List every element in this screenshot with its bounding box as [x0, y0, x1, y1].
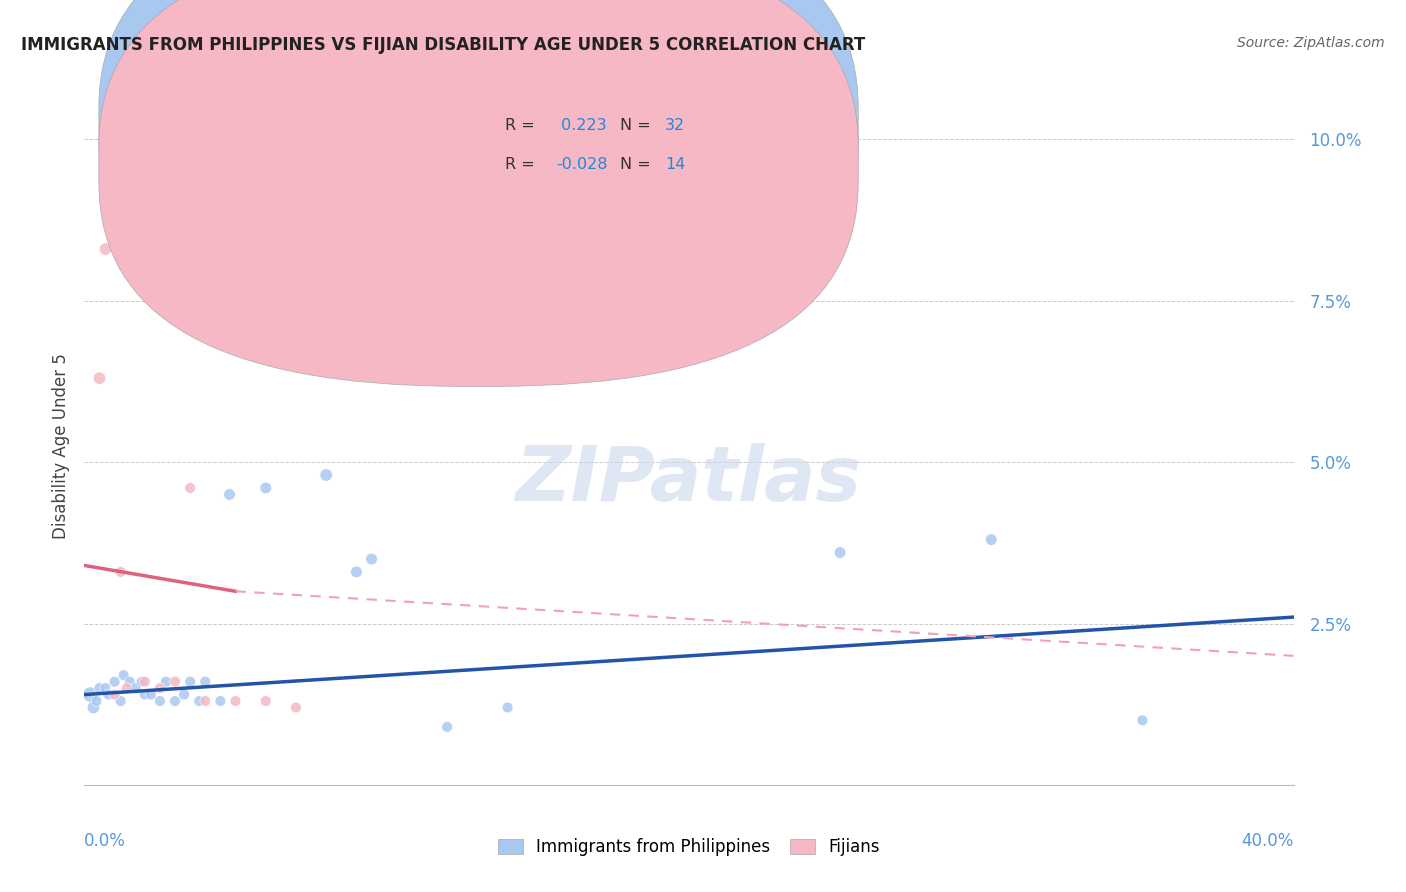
Point	[82, 700, 104, 714]
Text: -0.028: -0.028	[555, 157, 607, 172]
Point	[436, 720, 458, 734]
Point	[194, 674, 217, 689]
Point	[225, 694, 247, 708]
Point	[980, 533, 1002, 547]
FancyBboxPatch shape	[98, 0, 858, 386]
Point	[346, 565, 368, 579]
Point	[79, 688, 101, 702]
Text: 40.0%: 40.0%	[1241, 832, 1294, 850]
Y-axis label: Disability Age Under 5: Disability Age Under 5	[52, 353, 70, 539]
Point	[155, 674, 177, 689]
Point	[165, 674, 187, 689]
Point	[94, 681, 117, 695]
Point	[179, 481, 201, 495]
Text: Source: ZipAtlas.com: Source: ZipAtlas.com	[1237, 36, 1385, 50]
Point	[94, 242, 117, 256]
Text: 14: 14	[665, 157, 685, 172]
Point	[165, 694, 187, 708]
Text: N =: N =	[620, 118, 655, 133]
Text: 32: 32	[665, 118, 685, 133]
Point	[131, 674, 153, 689]
Point	[139, 688, 162, 702]
Point	[149, 681, 172, 695]
Point	[496, 700, 519, 714]
Text: N =: N =	[620, 157, 655, 172]
Text: R =: R =	[505, 157, 540, 172]
Point	[89, 371, 111, 385]
Point	[194, 694, 217, 708]
Point	[188, 694, 211, 708]
Point	[115, 681, 138, 695]
Point	[360, 552, 382, 566]
Point	[218, 487, 240, 501]
Point	[97, 688, 120, 702]
Point	[134, 688, 156, 702]
Point	[254, 694, 277, 708]
Point	[134, 674, 156, 689]
Point	[285, 700, 308, 714]
Point	[104, 688, 127, 702]
Point	[209, 694, 232, 708]
FancyBboxPatch shape	[441, 103, 731, 199]
Point	[1130, 714, 1153, 728]
Text: 0.0%: 0.0%	[84, 832, 127, 850]
Text: ZIPatlas: ZIPatlas	[516, 443, 862, 516]
Point	[112, 668, 135, 682]
Point	[89, 681, 111, 695]
Point	[104, 674, 127, 689]
Point	[97, 197, 120, 211]
Text: IMMIGRANTS FROM PHILIPPINES VS FIJIAN DISABILITY AGE UNDER 5 CORRELATION CHART: IMMIGRANTS FROM PHILIPPINES VS FIJIAN DI…	[21, 36, 865, 54]
Point	[315, 468, 337, 483]
Point	[173, 688, 195, 702]
FancyBboxPatch shape	[98, 0, 858, 348]
Point	[149, 694, 172, 708]
Point	[830, 545, 852, 559]
Legend: Immigrants from Philippines, Fijians: Immigrants from Philippines, Fijians	[489, 830, 889, 864]
Point	[254, 481, 277, 495]
Text: R =: R =	[505, 118, 540, 133]
Text: 0.223: 0.223	[555, 118, 606, 133]
Point	[110, 565, 132, 579]
Point	[118, 674, 141, 689]
Point	[125, 681, 148, 695]
Point	[179, 674, 201, 689]
Point	[86, 694, 108, 708]
Point	[110, 694, 132, 708]
